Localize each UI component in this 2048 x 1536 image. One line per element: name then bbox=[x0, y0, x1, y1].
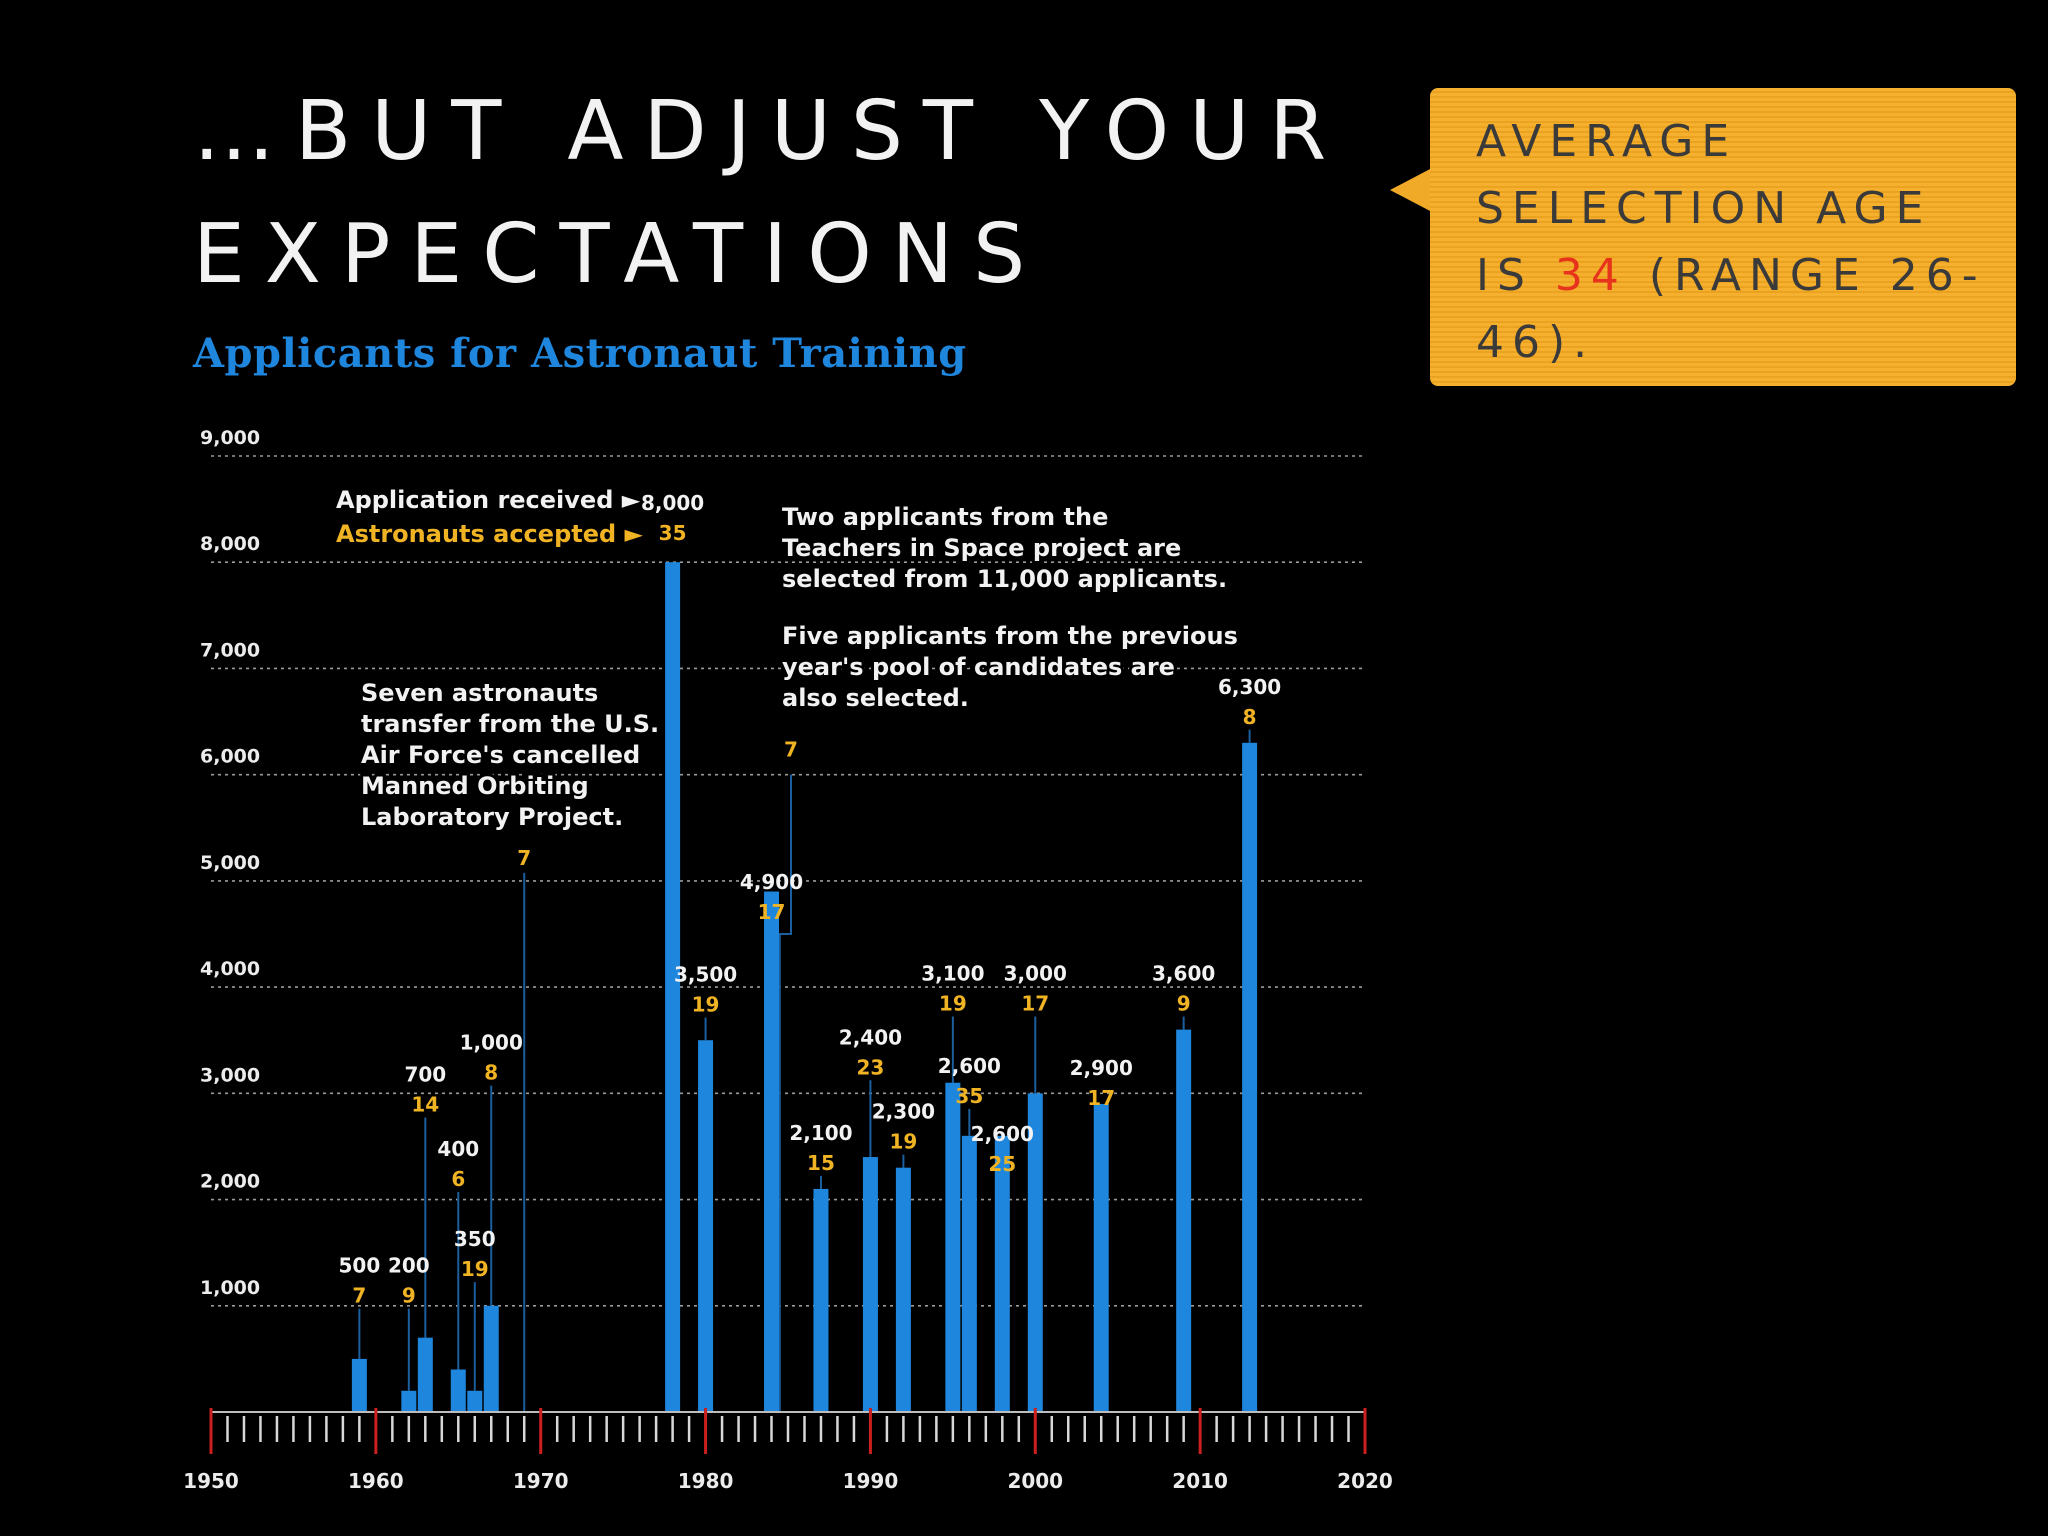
y-tick-label: 2,000 bbox=[200, 1171, 260, 1193]
y-tick-label: 1,000 bbox=[200, 1277, 260, 1299]
annotation-teachers-line: selected from 11,000 applicants. bbox=[782, 565, 1227, 593]
annotation-mol-line: transfer from the U.S. bbox=[361, 710, 659, 738]
slide-title: …BUT ADJUST YOUR EXPECTATIONS bbox=[193, 84, 1347, 302]
bar-1965 bbox=[450, 1369, 466, 1412]
bar-1984 bbox=[764, 891, 780, 1412]
annotation-previous-pool-line: Five applicants from the previous bbox=[782, 622, 1238, 650]
accepted-label-1987: 15 bbox=[807, 1151, 835, 1175]
annotation-teachers-line: Two applicants from the bbox=[782, 503, 1108, 531]
bar-1959 bbox=[351, 1358, 367, 1412]
y-tick-label: 9,000 bbox=[200, 427, 260, 449]
leader-line-1985 bbox=[778, 774, 792, 1412]
applications-label-1980: 3,500 bbox=[674, 963, 737, 987]
applications-label-1978: 8,000 bbox=[641, 491, 704, 515]
bar-1996 bbox=[961, 1135, 977, 1412]
annotation-previous-pool-line: also selected. bbox=[782, 684, 969, 712]
x-tick-label: 1990 bbox=[843, 1469, 899, 1493]
applications-label-1965: 400 bbox=[437, 1137, 479, 1161]
applications-label-1995: 3,100 bbox=[921, 962, 984, 986]
accepted-label-1984: 17 bbox=[758, 900, 786, 924]
x-tick-label: 1960 bbox=[348, 1469, 404, 1493]
callout-text: AVERAGE SELECTION AGE IS 34 (RANGE 26-46… bbox=[1476, 108, 2006, 376]
chart-title: Applicants for Astronaut Training bbox=[193, 330, 967, 377]
applications-label-1987: 2,100 bbox=[789, 1121, 852, 1145]
accepted-label-1969: 7 bbox=[517, 846, 531, 870]
legend-applications: Application received ► bbox=[336, 486, 641, 514]
accepted-label-1962: 9 bbox=[402, 1284, 416, 1308]
bar-1962 bbox=[401, 1390, 417, 1412]
applications-label-2009: 3,600 bbox=[1152, 962, 1215, 986]
applications-label-2000: 3,000 bbox=[1004, 962, 1067, 986]
applications-label-2013: 6,300 bbox=[1218, 675, 1281, 699]
y-tick-label: 7,000 bbox=[200, 639, 260, 661]
bar-2004 bbox=[1093, 1103, 1109, 1412]
accepted-label-2000: 17 bbox=[1021, 992, 1049, 1016]
callout-box: AVERAGE SELECTION AGE IS 34 (RANGE 26-46… bbox=[1430, 88, 2016, 386]
accepted-label-1980: 19 bbox=[692, 993, 720, 1017]
applications-label-1984: 4,900 bbox=[740, 870, 803, 894]
y-tick-label: 5,000 bbox=[200, 852, 260, 874]
bar-2013 bbox=[1242, 742, 1258, 1412]
x-tick-label: 2000 bbox=[1007, 1469, 1063, 1493]
annotation-teachers-line: Teachers in Space project are bbox=[782, 534, 1181, 562]
applications-label-1992: 2,300 bbox=[872, 1100, 935, 1124]
callout-text-before: AVERAGE SELECTION AGE IS bbox=[1476, 116, 1932, 301]
annotation-mol-line: Manned Orbiting bbox=[361, 772, 589, 800]
accepted-label-1965: 6 bbox=[451, 1167, 465, 1191]
annotation-mol-line: Laboratory Project. bbox=[361, 803, 623, 831]
bar-1966 bbox=[467, 1390, 483, 1412]
x-tick-label: 1950 bbox=[183, 1469, 239, 1493]
accepted-label-1985: 7 bbox=[784, 738, 798, 762]
bar-1995 bbox=[945, 1082, 961, 1412]
bar-2000 bbox=[1027, 1093, 1043, 1412]
y-tick-label: 6,000 bbox=[200, 746, 260, 768]
applications-label-1990: 2,400 bbox=[839, 1025, 902, 1049]
applications-label-1996: 2,600 bbox=[938, 1054, 1001, 1078]
annotation-previous-pool-line: year's pool of candidates are bbox=[782, 653, 1175, 681]
x-tick-label: 2020 bbox=[1337, 1469, 1393, 1493]
applications-label-1967: 1,000 bbox=[460, 1031, 523, 1055]
legend-accepted: Astronauts accepted ► bbox=[336, 520, 644, 548]
accepted-label-1990: 23 bbox=[857, 1055, 885, 1079]
applications-label-1966: 350 bbox=[454, 1227, 496, 1251]
callout-text-after: (RANGE 26-46). bbox=[1476, 250, 1986, 368]
bar-1987 bbox=[813, 1188, 829, 1412]
accepted-label-1966: 19 bbox=[461, 1257, 489, 1281]
bar-1963 bbox=[417, 1337, 433, 1412]
y-tick-label: 4,000 bbox=[200, 958, 260, 980]
accepted-label-2004: 17 bbox=[1087, 1086, 1115, 1110]
applications-label-1963: 700 bbox=[404, 1062, 446, 1086]
y-tick-label: 3,000 bbox=[200, 1064, 260, 1086]
applications-label-1959: 500 bbox=[338, 1254, 380, 1278]
accepted-label-1967: 8 bbox=[484, 1061, 498, 1085]
bar-1998 bbox=[994, 1135, 1010, 1412]
x-tick-label: 1970 bbox=[513, 1469, 569, 1493]
bar-1990 bbox=[862, 1157, 878, 1412]
callout-pointer bbox=[1390, 168, 1432, 212]
x-tick-label: 2010 bbox=[1172, 1469, 1228, 1493]
applications-label-1998: 2,600 bbox=[971, 1122, 1034, 1146]
bar-1980 bbox=[698, 1040, 714, 1412]
annotation-mol-line: Seven astronauts bbox=[361, 679, 598, 707]
accepted-label-1978: 35 bbox=[659, 521, 687, 545]
bar-1992 bbox=[895, 1167, 911, 1412]
bar-1967 bbox=[483, 1305, 499, 1412]
y-tick-label: 8,000 bbox=[200, 533, 260, 555]
accepted-label-1998: 25 bbox=[988, 1152, 1016, 1176]
accepted-label-1963: 14 bbox=[411, 1092, 439, 1116]
applications-label-1962: 200 bbox=[388, 1254, 430, 1278]
accepted-label-1996: 35 bbox=[955, 1084, 983, 1108]
accepted-label-1995: 19 bbox=[939, 992, 967, 1016]
accepted-label-2013: 8 bbox=[1243, 705, 1257, 729]
accepted-label-2009: 9 bbox=[1177, 992, 1191, 1016]
accepted-label-1992: 19 bbox=[889, 1130, 917, 1154]
annotation-mol-line: Air Force's cancelled bbox=[361, 741, 640, 769]
bar-1978 bbox=[665, 562, 681, 1412]
bar-2009 bbox=[1176, 1029, 1192, 1412]
accepted-label-1959: 7 bbox=[352, 1284, 366, 1308]
x-tick-label: 1980 bbox=[678, 1469, 734, 1493]
applications-label-2004: 2,900 bbox=[1070, 1056, 1133, 1080]
callout-highlight-age: 34 bbox=[1554, 250, 1627, 301]
